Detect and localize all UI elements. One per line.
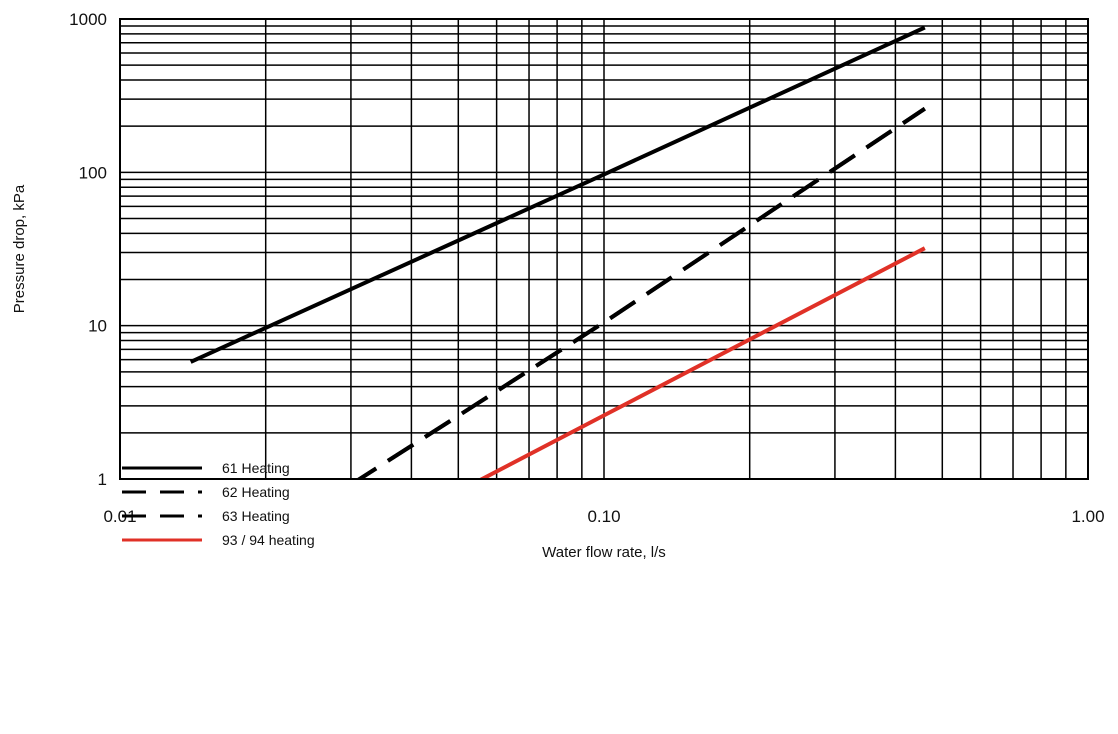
x-tick-label: 0.10 — [587, 507, 620, 526]
legend-item: 62 Heating — [122, 480, 315, 504]
grid — [120, 19, 1088, 479]
legend-swatch — [122, 514, 202, 518]
legend-swatch — [122, 466, 202, 470]
legend-swatch — [122, 490, 202, 494]
legend-item: 93 / 94 heating — [122, 528, 315, 552]
legend-label: 93 / 94 heating — [222, 532, 315, 548]
y-axis-title: Pressure drop, kPa — [11, 184, 28, 313]
legend-label: 61 Heating — [222, 460, 290, 476]
y-tick-label: 1 — [98, 470, 107, 489]
series-line-3 — [355, 107, 926, 479]
x-axis-title: Water flow rate, l/s — [542, 544, 666, 561]
legend-item: 63 Heating — [122, 504, 315, 528]
legend-swatch — [122, 538, 202, 542]
series-line-4 — [477, 246, 926, 479]
series-lines — [189, 25, 926, 479]
legend-item: 61 Heating — [122, 456, 315, 480]
y-tick-label: 100 — [79, 163, 107, 182]
x-tick-label: 0.01 — [103, 507, 136, 526]
y-tick-label: 10 — [88, 317, 107, 336]
plot-frame — [119, 18, 1089, 480]
series-line-1 — [189, 25, 926, 364]
x-tick-label: 1.00 — [1071, 507, 1104, 526]
legend-label: 63 Heating — [222, 508, 290, 524]
legend-label: 62 Heating — [222, 484, 290, 500]
y-tick-label: 1000 — [69, 10, 107, 29]
legend: 61 Heating 62 Heating 63 Heating 93 / 94 he… — [122, 456, 315, 552]
tick-labels: 0.01 0.10 1.00 1 10 100 1000 — [69, 10, 1104, 526]
